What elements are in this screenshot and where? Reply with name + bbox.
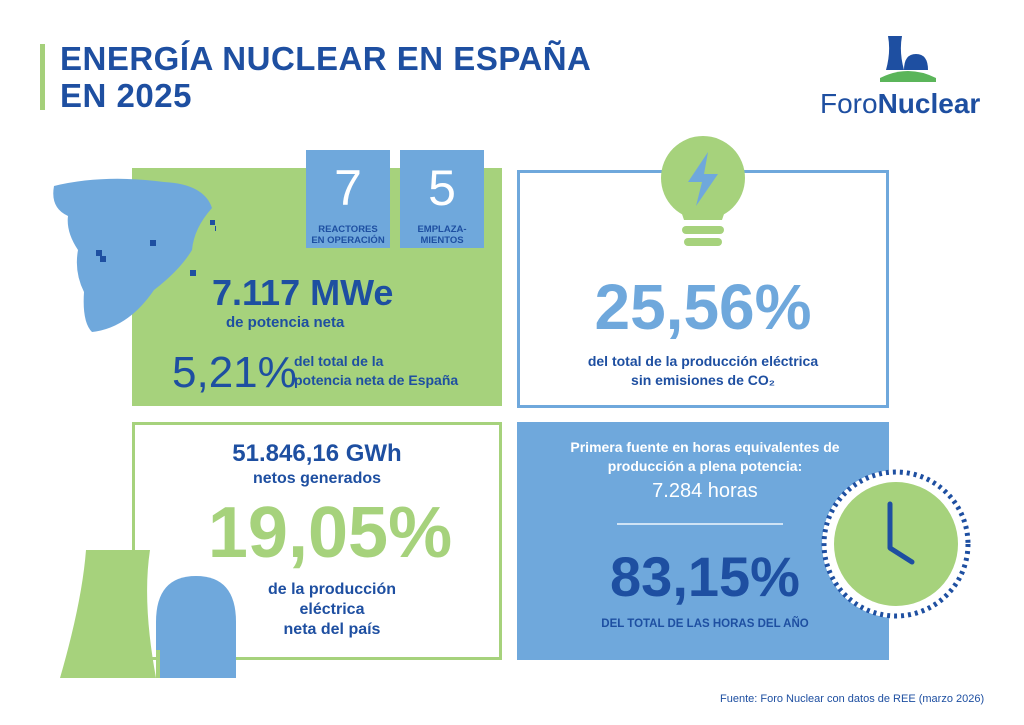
sites-label-line-1: EMPLAZA- (417, 224, 467, 235)
nuclear-plant-logo-icon (880, 36, 936, 82)
power-label: de potencia neta (226, 314, 345, 331)
power-value: 7.117 MWe (212, 272, 394, 313)
spain-map-icon (53, 178, 216, 332)
cooling-tower-icon (60, 550, 236, 678)
reactors-value: 7 (334, 160, 362, 216)
power-share-label-line-2: potencia neta de España (294, 372, 459, 388)
generation-value: 51.846,16 GWh (232, 440, 402, 467)
emissions-label: del total de la producción eléctrica sin… (517, 352, 889, 390)
title-accent-bar (40, 44, 45, 110)
page-title: ENERGÍA NUCLEAR EN ESPAÑA EN 2025 (60, 40, 591, 114)
generation-share-label-line-1: de la producción (267, 581, 396, 598)
sites-box: 5 EMPLAZA- MIENTOS (400, 150, 484, 248)
sites-label-line-2: MIENTOS (420, 235, 464, 246)
power-share-value: 5,21% (172, 348, 297, 397)
generation-share-label-line-2: eléctrica (299, 601, 365, 618)
emissions-share-value: 25,56% (594, 271, 812, 343)
hours-heading: Primera fuente en horas equivalentes de … (540, 438, 870, 476)
generation-share-label-line-3: neta del país (283, 621, 381, 638)
reactors-box: 7 REACTORES EN OPERACIÓN (306, 150, 390, 248)
hours-heading-line-2: producción a plena potencia: (607, 458, 803, 474)
generation-share-label: de la producción eléctrica neta del país (232, 580, 432, 640)
power-share-label-line-1: del total de la (294, 353, 384, 369)
logo-word-nuclear: Nuclear (877, 88, 981, 119)
power-share-label: del total de la potencia neta de España (294, 352, 494, 390)
title-line-2: EN 2025 (60, 77, 192, 114)
hours-value: 7.284 horas (652, 480, 758, 502)
clock-icon (821, 469, 971, 619)
logo-word-foro: Foro (820, 88, 878, 119)
reactors-label-line-2: EN OPERACIÓN (311, 235, 385, 246)
lightbulb-bolt-icon (661, 136, 745, 246)
hours-share-value: 83,15% (610, 545, 800, 608)
hours-divider (617, 523, 783, 525)
title-line-1: ENERGÍA NUCLEAR EN ESPAÑA (60, 40, 592, 77)
sites-value: 5 (428, 160, 456, 216)
emissions-label-line-1: del total de la producción eléctrica (587, 353, 819, 369)
logo-wordmark: ForoNuclear (820, 88, 980, 120)
generation-label: netos generados (252, 470, 382, 487)
reactors-label-line-1: REACTORES (318, 224, 378, 235)
hours-share-label: DEL TOTAL DE LAS HORAS DEL AÑO (601, 618, 809, 630)
emissions-label-line-2: sin emisiones de CO₂ (631, 372, 775, 388)
hours-heading-line-1: Primera fuente en horas equivalentes de (570, 439, 840, 455)
source-note: Fuente: Foro Nuclear con datos de REE (m… (720, 693, 985, 705)
generation-share-value: 19,05% (207, 493, 453, 573)
